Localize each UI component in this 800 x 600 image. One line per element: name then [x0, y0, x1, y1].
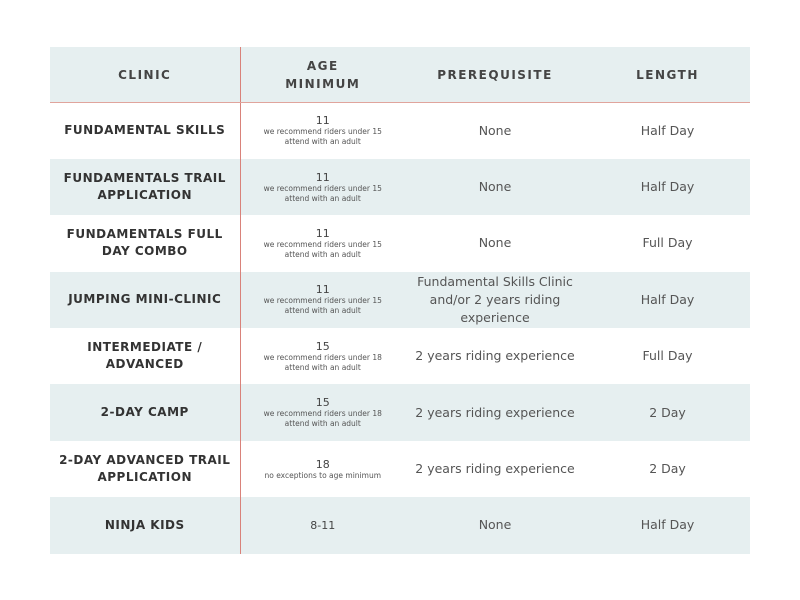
table-row: 2-DAY CAMP 15 we recommend riders under 18…	[50, 384, 750, 441]
length: 2 Day	[649, 404, 686, 420]
clinic-name: NINJA KIDS	[50, 497, 241, 554]
age-note: we recommend riders under 18 attend with…	[263, 352, 382, 372]
age-note: we recommend riders under 15 attend with…	[263, 127, 382, 147]
clinic-name: 2-DAY CAMP	[50, 384, 241, 441]
age-cell: 11 we recommend riders under 15 attend wi…	[240, 215, 405, 271]
header-text: PREREQUISITE	[437, 67, 553, 82]
age-cell: 15 we recommend riders under 18 attend wi…	[240, 384, 405, 440]
length: Full Day	[642, 235, 693, 251]
age-minimum: 15	[315, 396, 330, 410]
prerequisite: None	[478, 179, 512, 195]
table-row: FUNDAMENTALS FULL DAY COMBO 11 we recommen…	[50, 215, 750, 272]
table-row: NINJA KIDS 8-11 None Half Day	[50, 497, 750, 554]
age-note: we recommend riders under 18 attend with…	[263, 409, 382, 429]
age-cell: 11 we recommend riders under 15 attend wi…	[240, 103, 405, 159]
table-row: INTERMEDIATE / ADVANCED 15 we recommend ri…	[50, 328, 750, 385]
age-note: we recommend riders under 15 attend with…	[263, 239, 382, 259]
prerequisite: None	[478, 517, 512, 533]
age-minimum: 18	[315, 457, 330, 471]
age-minimum: 15	[315, 339, 330, 353]
length: Half Day	[640, 179, 695, 195]
length: Half Day	[640, 517, 695, 533]
header-text: CLINIC	[118, 67, 172, 82]
table-row: FUNDAMENTAL SKILLS 11 we recommend riders …	[50, 102, 750, 159]
age-cell: 18 no exceptions to age minimum	[240, 441, 405, 497]
table-row: JUMPING MINI-CLINIC 11 we recommend riders…	[50, 271, 750, 329]
age-minimum: 11	[315, 226, 330, 240]
age-note: we recommend riders under 15 attend with…	[263, 296, 382, 316]
age-note: no exceptions to age minimum	[264, 470, 382, 480]
column-header: PREREQUISITE	[405, 47, 585, 103]
length: 2 Day	[649, 461, 686, 477]
prerequisite: Fundamental Skills Clinic and/or 2 years…	[417, 273, 573, 325]
header-row: CLINIC AGE MINIMUM PREREQUISITE LENGTH	[50, 47, 750, 103]
length: Half Day	[640, 291, 695, 307]
prerequisite: 2 years riding experience	[415, 461, 575, 477]
clinic-name: FUNDAMENTALS TRAIL APPLICATION	[50, 158, 241, 216]
header-text: AGE MINIMUM	[285, 58, 361, 91]
column-header: CLINIC	[50, 47, 241, 103]
age-minimum: 11	[315, 170, 330, 184]
age-cell: 11 we recommend riders under 15 attend wi…	[240, 272, 405, 328]
clinic-name: JUMPING MINI-CLINIC	[50, 271, 241, 329]
table-header: CLINIC AGE MINIMUM PREREQUISITE LENGTH	[50, 47, 750, 103]
column-header: LENGTH	[585, 47, 750, 103]
age-minimum: 8-11	[310, 518, 336, 532]
prerequisite: 2 years riding experience	[415, 404, 575, 420]
clinic-name: FUNDAMENTAL SKILLS	[50, 102, 241, 159]
clinic-name: FUNDAMENTALS FULL DAY COMBO	[50, 215, 241, 272]
clinic-name: INTERMEDIATE / ADVANCED	[50, 328, 241, 385]
age-cell: 11 we recommend riders under 15 attend wi…	[240, 159, 405, 215]
prerequisite: 2 years riding experience	[415, 348, 575, 364]
age-note: we recommend riders under 15 attend with…	[263, 183, 382, 203]
length: Half Day	[640, 122, 695, 138]
clinic-table: CLINIC AGE MINIMUM PREREQUISITE LENGTH FUND…	[50, 47, 750, 554]
table-body: FUNDAMENTAL SKILLS 11 we recommend riders …	[50, 102, 750, 554]
length: Full Day	[642, 348, 693, 364]
clinic-name: 2-DAY ADVANCED TRAIL APPLICATION	[50, 440, 241, 498]
column-header: AGE MINIMUM	[240, 47, 405, 103]
prerequisite: None	[478, 235, 512, 251]
table-row: FUNDAMENTALS TRAIL APPLICATION 11 we recom…	[50, 158, 750, 216]
age-cell: 15 we recommend riders under 18 attend wi…	[240, 328, 405, 384]
age-cell: 8-11	[240, 497, 405, 553]
prerequisite: None	[478, 122, 512, 138]
header-text: LENGTH	[636, 67, 699, 82]
age-minimum: 11	[315, 114, 330, 128]
table-row: 2-DAY ADVANCED TRAIL APPLICATION 18 no exc…	[50, 440, 750, 498]
age-minimum: 11	[315, 283, 330, 297]
